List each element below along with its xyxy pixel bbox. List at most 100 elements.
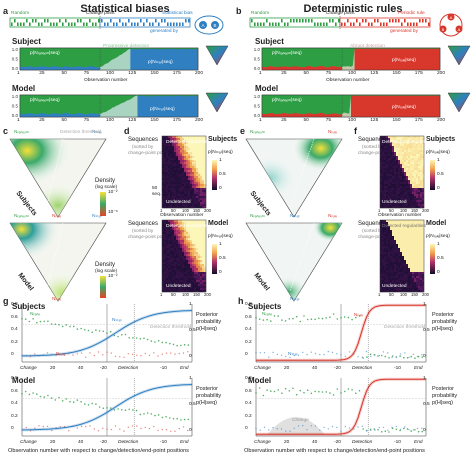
heatmap-cell [192,238,195,241]
heatmap-cell [418,168,421,171]
heatmap-cell [384,176,387,179]
svg-text:B: B [442,27,445,32]
heatmap-cell [198,180,201,183]
heatmap-cell [404,142,407,145]
scatter-point-other [348,351,351,353]
heatmap-cell [194,162,197,165]
heatmap-cell [192,226,195,229]
heatmap-cell [178,244,181,247]
heatmap-cell [200,244,203,247]
heatmap-cell [394,136,397,139]
heatmap-cell [168,190,171,193]
heatmap-cell [166,282,169,285]
heatmap-cell [420,190,423,193]
heatmap-cell [392,268,395,271]
heatmap-cell [384,234,387,237]
triangle-c-subjects [9,138,107,218]
heatmap-cell [380,224,383,227]
heatmap-cell [184,194,187,197]
heatmap-cell [190,160,193,163]
hm-f1-cbarlabel: p(Nᵣᵤₗₑ|seq) [426,150,450,155]
heatmap-cell [418,240,421,243]
heatmap-cell [198,138,201,141]
heatmap-cell [390,244,393,247]
svg-text:A: A [201,23,204,28]
heatmap-cell [406,232,409,235]
heatmap-cell [390,194,393,197]
scatter-point-random [113,409,116,411]
heatmap-cell [398,246,401,249]
heatmap-cell [380,236,383,239]
banner-tick [107,22,109,26]
heatmap-cell [180,184,183,187]
heatmap-cell [176,250,179,253]
heatmap-cell [162,262,165,265]
heatmap-cell [402,260,405,263]
heatmap-cell [170,172,173,175]
heatmap-cell [174,140,177,143]
heatmap-cell [184,228,187,231]
hm-d-sorted: (sorted by [132,145,154,150]
heatmap-cell [408,234,411,237]
heatmap-cell [384,202,387,205]
scatter-point-other [131,425,134,427]
heatmap-cell [388,144,391,147]
g1-x-end: End [180,366,189,371]
heatmap-cell [404,148,407,151]
heatmap-cell [192,276,195,279]
heatmap-cell [380,162,383,165]
g-ph-1: p(H|seq) [196,326,217,332]
heatmap-cell [406,146,409,149]
heatmap-cell [396,178,399,181]
heatmap-cell [392,164,395,167]
heatmap-cell [392,204,395,207]
scatter-point-random [143,413,145,415]
heatmap-cell [182,186,185,189]
heatmap-cell [204,198,207,201]
scatter-point-other [289,356,291,358]
heatmap-cell [392,200,395,203]
heatmap-cell [180,190,183,193]
heatmap-cell [188,290,191,293]
heatmap-cell [176,200,179,203]
heatmap-cell [164,230,167,233]
heatmap-cell [386,142,389,145]
banner-tick [50,22,52,26]
heatmap-cell [162,182,165,185]
heatmap-cell [410,152,413,155]
heatmap-cell [184,244,187,247]
heatmap-cell [166,176,169,179]
heatmap-cell [404,204,407,207]
heatmap-cell [412,228,415,231]
heatmap-cell [418,200,421,203]
heatmap-cell [402,286,405,289]
heatmap-cell [194,260,197,263]
hm-f1-detected: Detected regularities [382,140,426,145]
banner-tick [95,22,97,26]
scatter-point-random [417,355,420,358]
heatmap-cell [164,204,167,207]
heatmap-cell [380,266,383,269]
heatmap-cell [416,240,419,243]
banner-tick [263,22,265,26]
heatmap-cell [418,140,421,143]
heatmap-cell [412,148,415,151]
heatmap-cell [416,258,419,261]
heatmap-cell [162,246,165,249]
heatmap-cell [202,148,205,151]
heatmap-cell [204,160,207,163]
heatmap-cell [422,226,425,229]
heatmap-cell [172,176,175,179]
heatmap-cell [198,234,201,237]
heatmap-cell [192,150,195,153]
heatmap-cell [200,152,203,155]
heatmap-cell [172,158,175,161]
heatmap-cell [410,144,413,147]
heatmap-cell [166,238,169,241]
heatmap-cell [416,164,419,167]
heatmap-cell [400,254,403,257]
heatmap-cell [186,222,189,225]
heatmap-cell [188,178,191,181]
scatter-point-random [80,327,82,330]
heatmap-cell [170,152,173,155]
